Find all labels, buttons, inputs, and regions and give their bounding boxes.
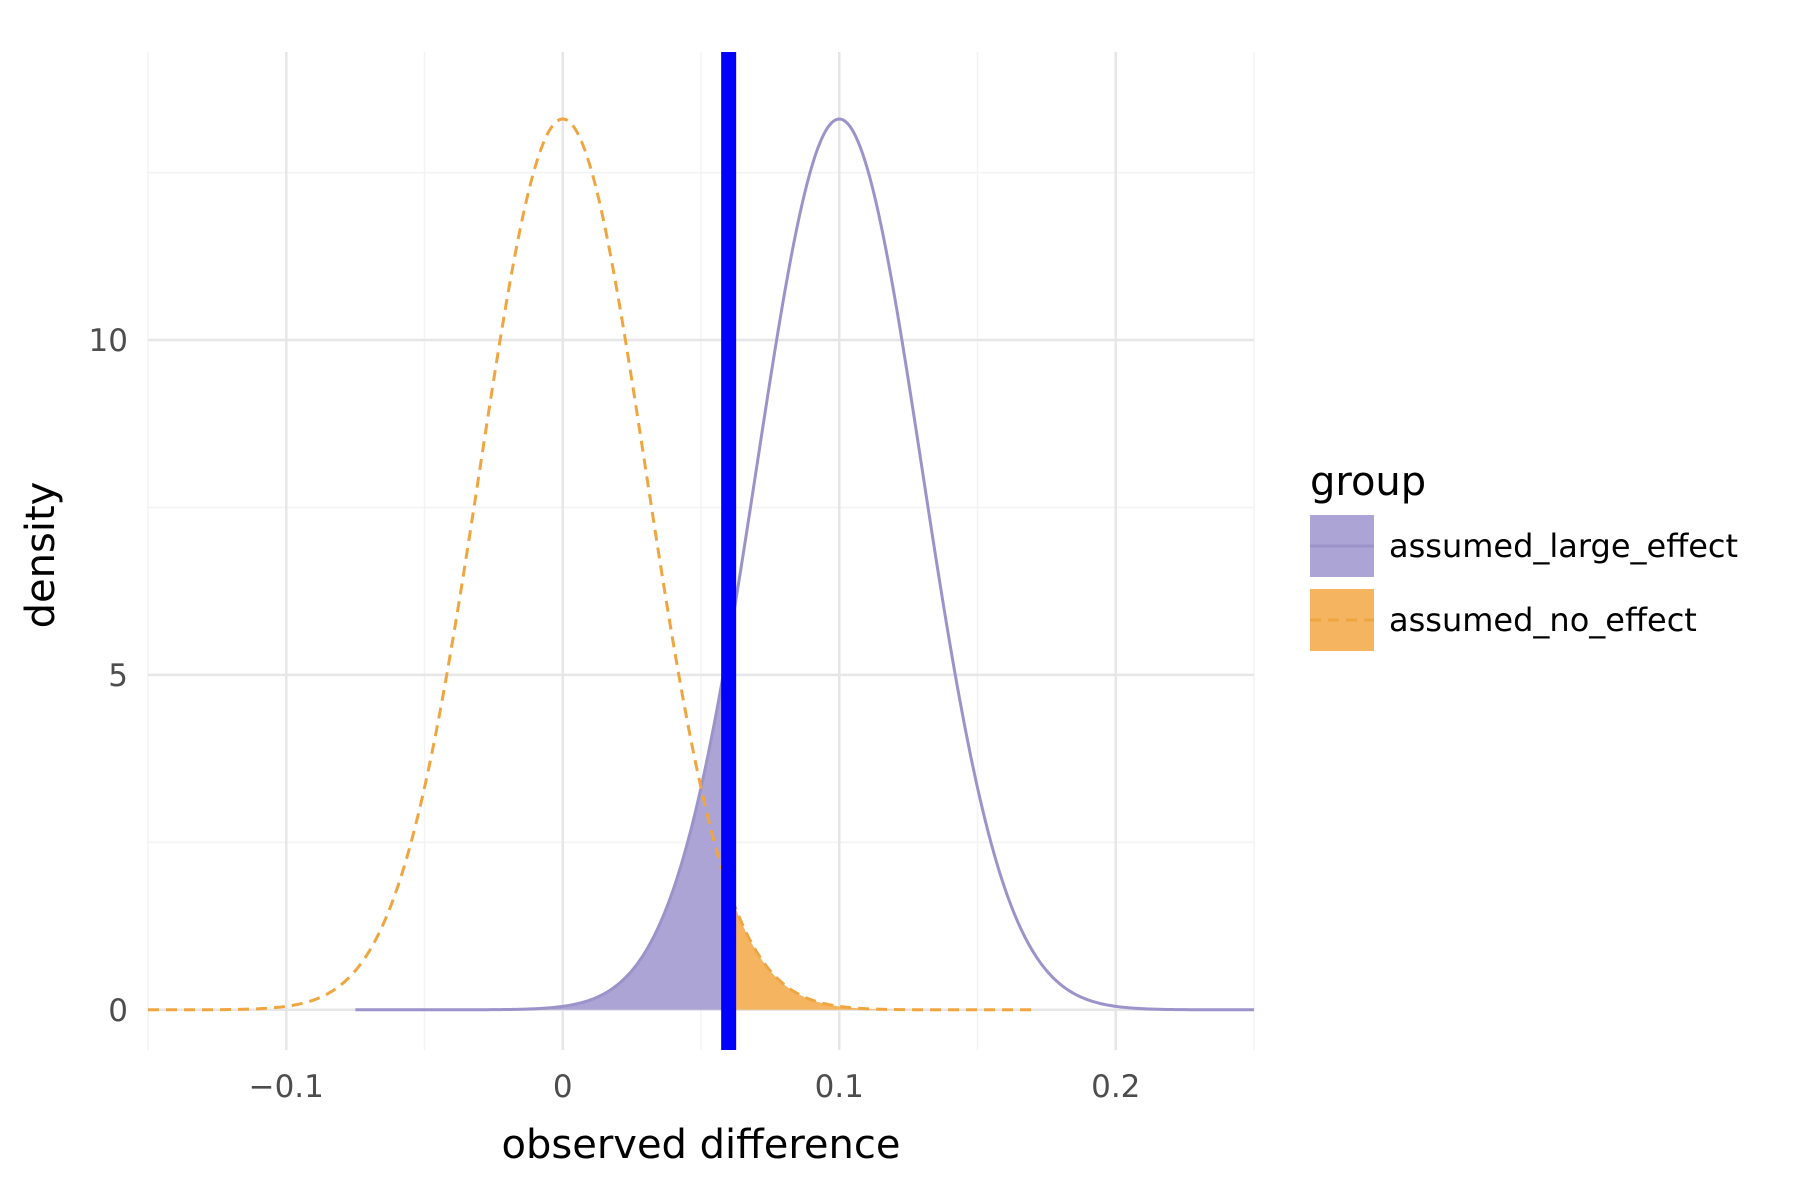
shaded-area-assumed-no-effect <box>728 889 1033 1010</box>
density-curves <box>148 117 1254 1012</box>
y-tick-label: 5 <box>108 658 128 694</box>
curve-assumed-large-effect <box>355 117 1254 1012</box>
shaded-regions <box>355 643 1033 1010</box>
x-tick-label: 0.1 <box>815 1069 864 1105</box>
legend: group assumed_large_effect assumed_no_eff… <box>1310 459 1738 651</box>
x-axis-title: observed difference <box>502 1122 901 1168</box>
x-tick-label: −0.1 <box>249 1069 324 1105</box>
x-tick-label: 0.2 <box>1091 1069 1140 1105</box>
y-tick-label: 0 <box>108 993 128 1029</box>
legend-label: assumed_large_effect <box>1389 527 1738 565</box>
legend-label: assumed_no_effect <box>1389 601 1697 639</box>
y-tick-label: 10 <box>89 323 128 359</box>
curve-assumed-no-effect <box>148 117 1033 1012</box>
x-tick-label: 0 <box>553 1069 573 1105</box>
y-axis-title: density <box>18 482 64 629</box>
legend-title: group <box>1310 459 1426 505</box>
tick-labels: −0.1 0 0.1 0.2 0 5 10 <box>89 323 1141 1105</box>
shaded-area-assumed-large-effect <box>355 643 729 1010</box>
